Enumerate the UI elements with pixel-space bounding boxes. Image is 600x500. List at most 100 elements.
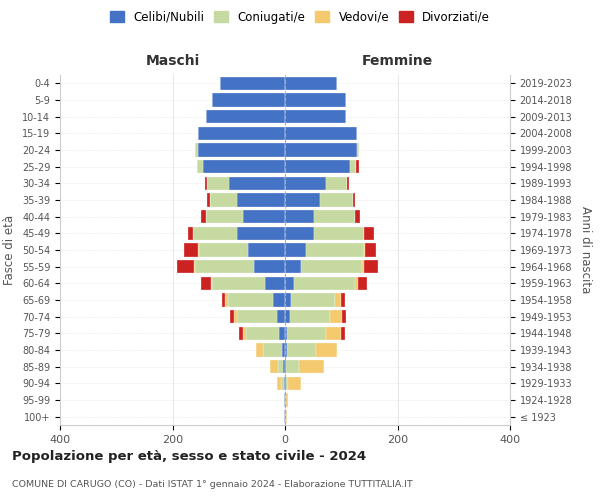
- Bar: [320, 194, 353, 206]
- Bar: [355, 210, 361, 224]
- Bar: [200, 276, 211, 290]
- Bar: [198, 126, 285, 140]
- Bar: [285, 194, 320, 206]
- Bar: [243, 326, 245, 340]
- Bar: [294, 276, 355, 290]
- Bar: [188, 226, 193, 240]
- Bar: [286, 360, 299, 374]
- Bar: [285, 260, 301, 274]
- Bar: [341, 326, 344, 340]
- Bar: [299, 360, 324, 374]
- Bar: [265, 276, 285, 290]
- Bar: [199, 244, 248, 256]
- Bar: [277, 376, 281, 390]
- Bar: [307, 244, 364, 256]
- Bar: [325, 176, 347, 190]
- Bar: [256, 344, 263, 356]
- Bar: [205, 176, 208, 190]
- Bar: [195, 260, 254, 274]
- Bar: [201, 210, 206, 224]
- Bar: [314, 226, 364, 240]
- Bar: [335, 294, 341, 306]
- Bar: [316, 344, 337, 356]
- Bar: [239, 326, 243, 340]
- Bar: [184, 244, 199, 256]
- Bar: [243, 210, 285, 224]
- Bar: [281, 376, 284, 390]
- Bar: [355, 276, 358, 290]
- Bar: [284, 376, 285, 390]
- Bar: [272, 294, 285, 306]
- Bar: [195, 144, 198, 156]
- Bar: [210, 194, 237, 206]
- Bar: [285, 360, 286, 374]
- Bar: [212, 276, 265, 290]
- Bar: [361, 260, 364, 274]
- Bar: [208, 176, 229, 190]
- Bar: [285, 294, 290, 306]
- Bar: [364, 226, 374, 240]
- Text: Popolazione per età, sesso e stato civile - 2024: Popolazione per età, sesso e stato civil…: [12, 450, 366, 463]
- Bar: [278, 360, 283, 374]
- Bar: [177, 260, 194, 274]
- Bar: [193, 226, 237, 240]
- Bar: [356, 160, 359, 173]
- Bar: [263, 344, 282, 356]
- Bar: [208, 194, 210, 206]
- Bar: [285, 94, 346, 106]
- Bar: [254, 260, 285, 274]
- Bar: [230, 310, 235, 324]
- Bar: [285, 326, 287, 340]
- Bar: [285, 210, 314, 224]
- Bar: [237, 226, 285, 240]
- Bar: [227, 294, 272, 306]
- Bar: [237, 310, 277, 324]
- Bar: [341, 294, 344, 306]
- Bar: [290, 294, 335, 306]
- Bar: [212, 94, 285, 106]
- Bar: [248, 244, 285, 256]
- Bar: [314, 210, 355, 224]
- Bar: [287, 326, 325, 340]
- Bar: [194, 260, 195, 274]
- Bar: [285, 176, 325, 190]
- Bar: [285, 76, 337, 90]
- Bar: [285, 160, 350, 173]
- Bar: [211, 276, 212, 290]
- Bar: [290, 310, 330, 324]
- Bar: [226, 294, 227, 306]
- Bar: [350, 160, 356, 173]
- Text: Maschi: Maschi: [145, 54, 200, 68]
- Bar: [280, 326, 285, 340]
- Bar: [220, 76, 285, 90]
- Bar: [325, 326, 341, 340]
- Bar: [277, 310, 285, 324]
- Bar: [245, 326, 280, 340]
- Bar: [222, 294, 226, 306]
- Bar: [289, 376, 301, 390]
- Bar: [358, 276, 367, 290]
- Bar: [285, 310, 290, 324]
- Bar: [229, 176, 285, 190]
- Bar: [285, 126, 357, 140]
- Bar: [206, 110, 285, 124]
- Bar: [286, 410, 287, 424]
- Bar: [286, 394, 289, 406]
- Bar: [235, 310, 237, 324]
- Bar: [198, 144, 285, 156]
- Bar: [285, 276, 294, 290]
- Bar: [365, 244, 376, 256]
- Bar: [285, 344, 287, 356]
- Bar: [197, 160, 203, 173]
- Bar: [285, 110, 346, 124]
- Bar: [270, 360, 278, 374]
- Bar: [364, 244, 365, 256]
- Bar: [283, 360, 285, 374]
- Bar: [364, 260, 379, 274]
- Bar: [206, 210, 243, 224]
- Bar: [343, 310, 346, 324]
- Bar: [285, 144, 357, 156]
- Bar: [203, 160, 285, 173]
- Bar: [287, 344, 316, 356]
- Text: COMUNE DI CARUGO (CO) - Dati ISTAT 1° gennaio 2024 - Elaborazione TUTTITALIA.IT: COMUNE DI CARUGO (CO) - Dati ISTAT 1° ge…: [12, 480, 413, 489]
